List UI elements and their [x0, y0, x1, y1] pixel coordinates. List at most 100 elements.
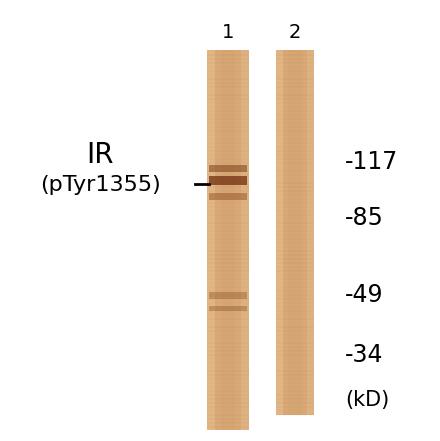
Bar [207, 50, 215, 430]
Bar [207, 310, 249, 311]
Text: -85: -85 [345, 206, 384, 230]
Text: -34: -34 [345, 343, 384, 367]
Bar [276, 346, 314, 348]
Bar [207, 130, 249, 131]
Bar [207, 110, 249, 112]
Bar [276, 146, 314, 147]
Bar [276, 230, 314, 232]
Bar [276, 258, 314, 259]
Bar [276, 102, 314, 104]
Bar [276, 194, 314, 195]
Bar [276, 58, 314, 60]
Bar [276, 138, 314, 139]
Bar [276, 282, 314, 284]
Bar [207, 114, 249, 116]
Bar [207, 90, 249, 91]
Text: (kD): (kD) [345, 390, 389, 410]
Bar [207, 214, 249, 216]
Bar [276, 174, 314, 176]
Bar [207, 282, 249, 284]
Text: -49: -49 [345, 283, 384, 307]
Bar [207, 270, 249, 272]
Bar [276, 326, 314, 328]
Bar [276, 118, 314, 120]
Bar [207, 186, 249, 187]
Bar [276, 386, 314, 388]
Bar [276, 94, 314, 96]
Bar [276, 414, 314, 415]
Bar [207, 74, 249, 75]
Bar [207, 414, 249, 415]
Bar [207, 238, 249, 239]
Bar [276, 218, 314, 220]
Bar [207, 286, 249, 288]
Bar [209, 306, 247, 310]
Bar [207, 166, 249, 168]
Bar [207, 118, 249, 120]
Bar [276, 134, 314, 135]
Bar [276, 170, 314, 172]
Bar [207, 298, 249, 299]
Bar [276, 250, 314, 251]
Bar [276, 394, 314, 396]
Bar [207, 290, 249, 292]
Bar [207, 190, 249, 191]
Bar [207, 142, 249, 143]
Bar [276, 114, 314, 116]
Bar [207, 250, 249, 251]
Bar [207, 86, 249, 87]
Bar [276, 98, 314, 100]
Bar [276, 254, 314, 255]
Bar [276, 54, 314, 56]
Bar [207, 410, 249, 411]
Bar [276, 70, 314, 71]
Bar [276, 178, 314, 179]
Bar [207, 246, 249, 247]
Bar [276, 378, 314, 380]
Bar [207, 258, 249, 259]
Bar [276, 206, 314, 208]
Bar [207, 234, 249, 235]
Text: 1: 1 [222, 22, 234, 41]
Text: IR: IR [86, 141, 114, 169]
Bar [207, 390, 249, 392]
Bar [276, 330, 314, 332]
Bar [207, 126, 249, 127]
Bar [207, 182, 249, 183]
Bar [207, 370, 249, 371]
Bar [276, 398, 314, 400]
Bar [276, 390, 314, 392]
Bar [207, 98, 249, 100]
Bar [207, 334, 249, 336]
Bar [207, 338, 249, 340]
Bar [207, 426, 249, 427]
Bar [207, 266, 249, 268]
Bar [209, 193, 247, 199]
Bar [207, 398, 249, 400]
Bar [207, 350, 249, 351]
Bar [276, 86, 314, 87]
Bar [276, 382, 314, 384]
Bar [207, 294, 249, 295]
Bar [207, 274, 249, 276]
Bar [209, 292, 247, 299]
Bar [207, 330, 249, 332]
Bar [207, 106, 249, 108]
Bar [209, 176, 247, 184]
Bar [276, 278, 314, 280]
Bar [207, 254, 249, 255]
Bar [207, 358, 249, 359]
Bar [207, 378, 249, 380]
Bar [207, 342, 249, 344]
Bar [207, 154, 249, 156]
Bar [276, 406, 314, 407]
Bar [209, 164, 247, 172]
Bar [276, 186, 314, 187]
Bar [207, 50, 249, 52]
Bar [207, 58, 249, 60]
Bar [207, 174, 249, 176]
Bar [207, 230, 249, 232]
Bar [276, 298, 314, 299]
Bar [207, 82, 249, 83]
Bar [207, 78, 249, 79]
